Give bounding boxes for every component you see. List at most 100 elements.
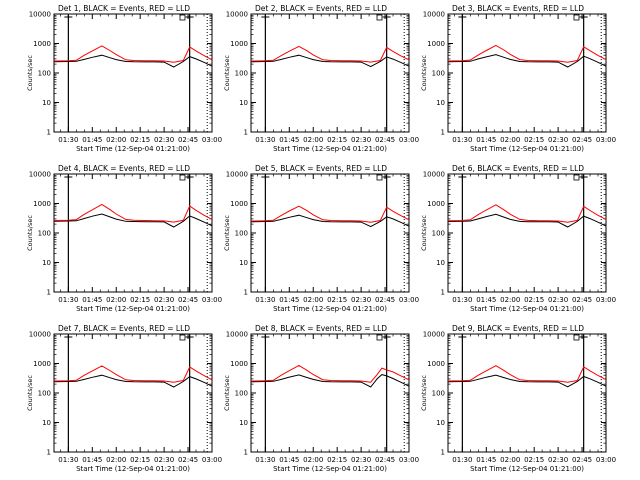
x-tick-label: 01:30 <box>452 136 472 144</box>
y-axis-label: Counts/sec <box>420 375 428 411</box>
x-tick-label: 02:00 <box>500 456 520 464</box>
x-tick-label: 02:00 <box>500 136 520 144</box>
y-tick-label: 10000 <box>226 171 248 179</box>
x-tick-label: 02:30 <box>548 296 568 304</box>
y-tick-label: 1000 <box>427 360 445 368</box>
x-tick-label: 02:30 <box>154 136 174 144</box>
plot-frame <box>250 13 410 133</box>
y-tick-label: 100 <box>432 390 445 398</box>
series-lld-line <box>53 365 213 383</box>
y-tick-label: 1000 <box>230 40 248 48</box>
y-axis-label: Counts/sec <box>223 375 231 411</box>
x-tick-label: 02:45 <box>375 456 395 464</box>
y-axis-label: Counts/sec <box>420 215 428 251</box>
x-tick-label: 02:30 <box>351 136 371 144</box>
x-tick-label: 02:00 <box>303 456 323 464</box>
x-axis-label: Start Time (12-Sep-04 01:21:00) <box>76 465 190 473</box>
series-lld-line <box>250 205 410 223</box>
x-tick-label: 01:45 <box>279 136 299 144</box>
x-axis-label: Start Time (12-Sep-04 01:21:00) <box>273 305 387 313</box>
y-tick-label: 10000 <box>423 11 445 19</box>
plot-title: Det 2, BLACK = Events, RED = LLD <box>255 4 387 13</box>
y-tick-label: 10 <box>436 99 445 107</box>
plot-title: Det 6, BLACK = Events, RED = LLD <box>452 164 584 173</box>
plot-frame <box>53 173 213 293</box>
series-lld-line <box>447 204 607 223</box>
y-tick-label: 10 <box>436 419 445 427</box>
y-tick-label: 100 <box>432 230 445 238</box>
plot-title: Det 8, BLACK = Events, RED = LLD <box>255 324 387 333</box>
y-tick-label: 10000 <box>29 331 51 339</box>
x-tick-label: 02:15 <box>327 136 347 144</box>
x-tick-label: 01:30 <box>452 456 472 464</box>
y-tick-label: 100 <box>235 390 248 398</box>
x-tick-label: 02:45 <box>178 456 198 464</box>
x-tick-label: 01:45 <box>82 296 102 304</box>
y-tick-label: 1000 <box>33 40 51 48</box>
y-tick-label: 10 <box>239 419 248 427</box>
y-tick-label: 1000 <box>427 40 445 48</box>
attenuator-flag <box>179 174 186 181</box>
y-tick-label: 100 <box>38 230 51 238</box>
detector-plot-3: 1 10 100 1000 10000 01:30 01:45 02:00 02:15 02:30… <box>420 4 616 153</box>
x-axis-label: Start Time (12-Sep-04 01:21:00) <box>470 465 584 473</box>
y-axis-label: Counts/sec <box>26 215 34 251</box>
x-tick-label: 01:45 <box>82 136 102 144</box>
x-axis-label: Start Time (12-Sep-04 01:21:00) <box>76 305 190 313</box>
y-tick-label: 1 <box>47 129 51 137</box>
y-tick-label: 100 <box>38 70 51 78</box>
x-tick-label: 03:00 <box>202 296 222 304</box>
plot-frame <box>447 13 607 133</box>
y-tick-label: 10 <box>42 99 51 107</box>
x-tick-label: 02:15 <box>130 296 150 304</box>
y-tick-label: 10 <box>239 259 248 267</box>
y-tick-label: 100 <box>38 390 51 398</box>
y-tick-label: 10000 <box>226 11 248 19</box>
y-axis-label: Counts/sec <box>26 55 34 91</box>
x-tick-label: 02:30 <box>351 296 371 304</box>
x-axis-label: Start Time (12-Sep-04 01:21:00) <box>76 145 190 153</box>
x-tick-label: 01:45 <box>279 456 299 464</box>
attenuator-flag <box>573 334 580 341</box>
x-tick-label: 02:15 <box>130 456 150 464</box>
x-tick-label: 02:45 <box>375 136 395 144</box>
plot-title: Det 7, BLACK = Events, RED = LLD <box>58 324 190 333</box>
x-tick-label: 02:30 <box>351 456 371 464</box>
x-tick-label: 02:00 <box>303 296 323 304</box>
x-tick-label: 02:45 <box>375 296 395 304</box>
series-events-line <box>53 54 213 68</box>
y-tick-label: 1000 <box>230 200 248 208</box>
x-axis-label: Start Time (12-Sep-04 01:21:00) <box>273 145 387 153</box>
x-tick-label: 02:00 <box>303 136 323 144</box>
x-tick-label: 01:30 <box>58 456 78 464</box>
x-axis-label: Start Time (12-Sep-04 01:21:00) <box>470 305 584 313</box>
x-tick-label: 02:30 <box>548 136 568 144</box>
y-tick-label: 1 <box>441 129 445 137</box>
y-tick-label: 1 <box>47 289 51 297</box>
x-tick-label: 03:00 <box>202 136 222 144</box>
x-tick-label: 03:00 <box>596 296 616 304</box>
detector-plot-8: 1 10 100 1000 10000 01:30 01:45 02:00 02:15 02:30… <box>223 324 419 473</box>
plot-title: Det 3, BLACK = Events, RED = LLD <box>452 4 584 13</box>
detector-plot-4: 1 10 100 1000 10000 01:30 01:45 02:00 02:15 02:30… <box>26 164 222 313</box>
series-events-line <box>447 54 607 68</box>
y-axis-label: Counts/sec <box>223 55 231 91</box>
x-tick-label: 02:45 <box>178 136 198 144</box>
x-tick-label: 02:15 <box>327 296 347 304</box>
y-tick-label: 1000 <box>33 200 51 208</box>
x-tick-label: 02:00 <box>500 296 520 304</box>
y-tick-label: 1000 <box>427 200 445 208</box>
y-tick-label: 10000 <box>423 171 445 179</box>
y-axis-label: Counts/sec <box>26 375 34 411</box>
x-tick-label: 01:30 <box>452 296 472 304</box>
series-lld-line <box>447 365 607 383</box>
y-tick-label: 1 <box>244 129 248 137</box>
attenuator-flag <box>376 334 383 341</box>
attenuator-flag <box>376 174 383 181</box>
x-tick-label: 03:00 <box>399 456 419 464</box>
y-tick-label: 10 <box>436 259 445 267</box>
series-lld-line <box>250 364 410 383</box>
detector-plot-7: 1 10 100 1000 10000 01:30 01:45 02:00 02:15 02:30… <box>26 324 222 473</box>
series-events-line <box>447 213 607 228</box>
